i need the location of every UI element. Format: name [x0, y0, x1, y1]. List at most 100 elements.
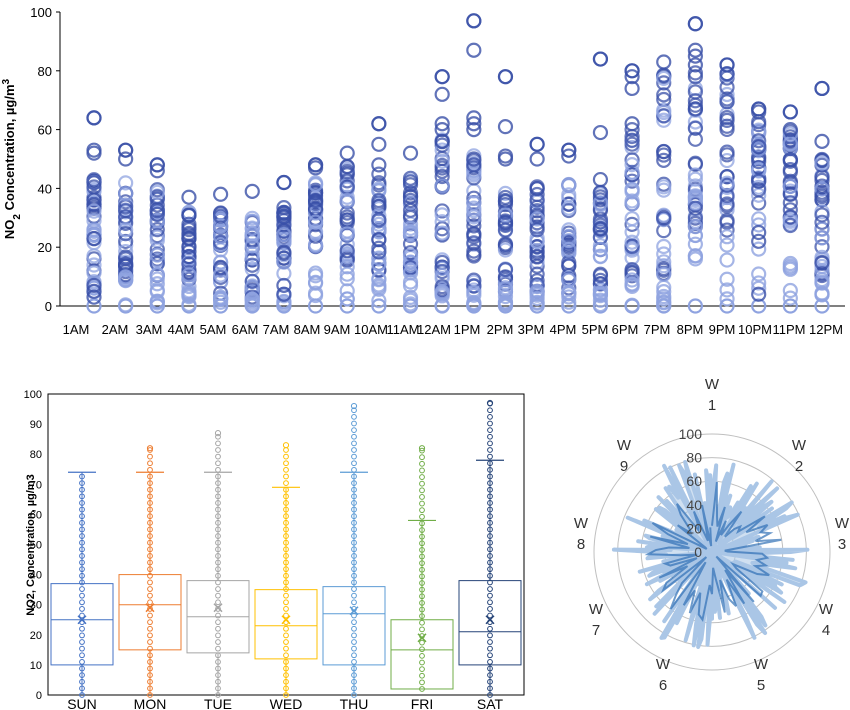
data-point: [497, 207, 514, 223]
y-tick-label: 60: [38, 123, 52, 138]
axis-label: 2: [795, 458, 803, 475]
data-point: [419, 672, 425, 679]
mean-marker: [417, 633, 427, 643]
data-point: [529, 151, 545, 167]
data-point: [351, 658, 357, 665]
data-point: [118, 151, 134, 167]
data-point: [79, 592, 85, 599]
hour-column-4pm: [561, 142, 577, 314]
data-point: [719, 252, 735, 268]
data-point: [402, 260, 419, 276]
data-point: [215, 606, 221, 612]
data-point: [466, 122, 482, 138]
data-point: [402, 177, 419, 193]
data-point: [487, 433, 493, 440]
axis-label: W: [754, 656, 769, 673]
data-point: [276, 277, 292, 294]
data-point: [751, 266, 767, 282]
data-point: [814, 181, 830, 197]
data-point: [687, 16, 703, 32]
data-point: [371, 192, 387, 209]
data-point: [656, 246, 672, 262]
data-point: [402, 145, 419, 161]
data-point: [497, 288, 514, 305]
data-point: [283, 466, 289, 473]
data-point: [656, 70, 672, 87]
box-iqr: [390, 619, 454, 690]
data-point: [181, 298, 197, 314]
data-point: [79, 639, 85, 645]
data-point: [466, 151, 482, 167]
data-point: [624, 216, 640, 232]
data-point: [86, 179, 102, 195]
data-point: [751, 217, 767, 233]
data-point: [86, 110, 102, 126]
radial-tick-label: 60: [686, 473, 702, 489]
data-point: [487, 632, 493, 639]
data-point: [351, 645, 357, 652]
data-point: [782, 186, 798, 203]
data-point: [283, 606, 289, 612]
data-point: [86, 277, 102, 294]
x-tick-label: WED: [270, 696, 303, 710]
radial-gridline: [617, 457, 807, 647]
data-point: [719, 57, 735, 73]
data-point: [561, 298, 577, 314]
data-point: [782, 290, 798, 306]
y-tick-label: 90: [30, 419, 42, 431]
data-point: [487, 652, 493, 659]
data-point: [434, 116, 450, 132]
data-point: [719, 222, 735, 238]
data-point: [782, 217, 798, 234]
hour-column-7am: [276, 174, 292, 314]
data-point: [276, 204, 292, 220]
data-point: [147, 606, 153, 612]
x-tick-label: 10PM: [738, 322, 772, 337]
hour-column-5pm: [592, 51, 609, 314]
axis-label: 6: [659, 677, 667, 694]
data-point: [592, 286, 609, 302]
data-point: [147, 579, 153, 586]
data-point: [487, 612, 493, 619]
data-point: [529, 233, 545, 250]
data-point: [149, 276, 165, 292]
y-tick-label: 30: [30, 600, 42, 612]
data-point: [307, 265, 324, 281]
data-point: [147, 639, 153, 645]
data-point: [434, 157, 450, 174]
data-point: [687, 57, 703, 73]
data-point: [751, 298, 767, 314]
data-point: [751, 138, 767, 155]
data-point: [283, 599, 289, 606]
data-point: [283, 480, 289, 486]
data-point: [118, 142, 134, 158]
data-point: [687, 200, 703, 216]
data-point: [371, 272, 387, 288]
box-iqr: [322, 586, 386, 666]
y-tick-label: 40: [30, 570, 42, 582]
data-point: [687, 171, 703, 187]
data-point: [147, 625, 153, 632]
data-point: [86, 289, 102, 305]
hour-column-6pm: [624, 63, 640, 314]
axis-label: W: [574, 515, 589, 532]
data-point: [149, 266, 165, 283]
mean-marker: [213, 603, 223, 613]
data-point: [782, 202, 798, 218]
data-point: [687, 101, 703, 117]
data-point: [487, 606, 493, 612]
data-point: [466, 287, 482, 303]
data-point: [86, 223, 102, 239]
data-point: [434, 142, 450, 158]
data-point: [624, 277, 640, 293]
axis-label: 8: [577, 536, 585, 553]
data-point: [244, 220, 260, 236]
axis-label: W: [835, 515, 850, 532]
data-point: [487, 420, 493, 427]
data-point: [79, 586, 85, 592]
x-tick-label: 7AM: [263, 322, 290, 337]
data-point: [86, 203, 102, 219]
box-wed: WED: [254, 442, 318, 710]
data-point: [529, 207, 545, 223]
